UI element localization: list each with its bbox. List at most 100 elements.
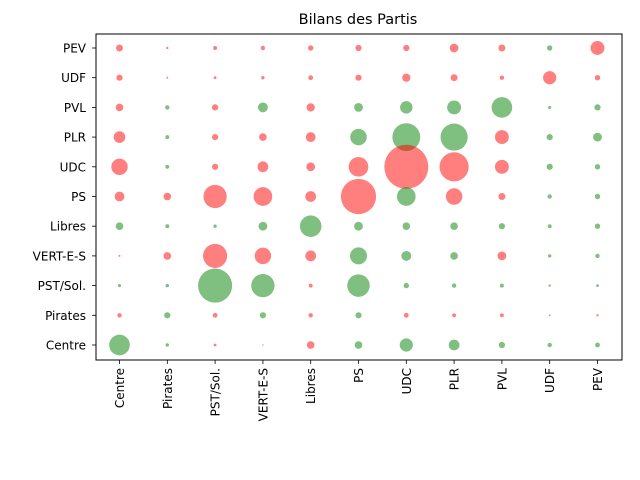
bubble-udf-pirates (166, 76, 169, 79)
bubble-ps-udc (396, 187, 416, 206)
bubble-pvl-ps (354, 103, 363, 112)
bubble-pev-plr (449, 43, 459, 53)
bubble-libres-pev (594, 223, 601, 229)
y-tick-label-plr: PLR (64, 131, 86, 145)
bubble-libres-pst-sol (213, 224, 217, 228)
bubble-ps-vert-e-s (253, 187, 273, 206)
bubble-plr-plr (440, 123, 468, 151)
bubble-pirates-centre (117, 313, 122, 318)
bubble-pev-pirates (166, 46, 169, 50)
x-tick-label-centre: Centre (113, 368, 127, 408)
bubble-vert-e-s-centre (118, 254, 121, 257)
bubble-pev-vert-e-s (260, 45, 266, 51)
bubble-ps-ps (340, 178, 377, 215)
bubble-udf-libres (308, 75, 314, 81)
bubble-centre-pvl (498, 341, 506, 349)
bubble-udf-centre (116, 74, 123, 81)
x-tick-label-pev: PEV (591, 367, 605, 391)
bubble-pev-pev (590, 41, 605, 55)
bubble-pirates-pev (596, 314, 599, 317)
bubble-pirates-pirates (164, 312, 171, 319)
y-tick-label-pirates: Pirates (45, 309, 86, 323)
y-tick-label-udc: UDC (60, 160, 86, 174)
bubble-vert-e-s-udc (401, 250, 412, 261)
y-tick-label-udf: UDF (61, 71, 86, 85)
y-tick-label-pev: PEV (63, 42, 87, 56)
bubble-udc-pirates (165, 164, 170, 169)
bubble-udf-pev (594, 75, 601, 81)
bubble-pev-ps (355, 44, 362, 52)
bubble-udf-pvl (499, 75, 505, 80)
chart-title: Bilans des Partis (299, 12, 418, 28)
x-tick-label-libres: Libres (304, 368, 318, 404)
bubble-udf-vert-e-s (261, 76, 265, 80)
y-tick-label-centre: Centre (46, 339, 86, 353)
bubble-centre-vert-e-s (262, 344, 264, 346)
bubble-udf-ps (355, 74, 362, 81)
bubble-plr-udc (392, 123, 421, 152)
bubble-plr-pev (593, 132, 602, 142)
bubble-plr-pvl (494, 130, 509, 145)
bubble-udf-udf (543, 71, 557, 85)
bubble-pst-sol-pev (596, 284, 599, 287)
bubble-ps-pirates (163, 192, 172, 201)
bubble-pirates-vert-e-s (259, 312, 267, 319)
bubble-pvl-vert-e-s (257, 102, 268, 113)
bubble-vert-e-s-libres (305, 250, 317, 262)
bubble-libres-udc (402, 222, 411, 231)
bubble-libres-pvl (498, 223, 506, 230)
bubble-vert-e-s-pirates (163, 252, 172, 260)
bubble-centre-udc (399, 338, 413, 352)
bubble-libres-centre (115, 222, 124, 231)
x-tick-label-udc: UDC (400, 368, 414, 394)
bubble-pst-sol-pvl (499, 283, 504, 288)
bubble-pst-sol-plr (451, 283, 457, 288)
bubble-udc-libres (306, 162, 316, 172)
bubble-ps-pvl (498, 193, 506, 200)
bubble-udc-pev (594, 164, 601, 170)
bubble-vert-e-s-ps (349, 247, 368, 265)
bubble-centre-pev (595, 342, 600, 348)
bubble-udc-udc (384, 144, 429, 189)
bubble-pvl-pst-sol (211, 104, 219, 111)
bubble-centre-udf (547, 342, 552, 348)
bubble-pvl-pvl (491, 97, 513, 118)
y-axis: Centre Pirates PST/Sol. VERT-E-S Libres PS UDC… (33, 42, 96, 353)
bubble-plr-pirates (165, 135, 170, 140)
bubble-pirates-udc (403, 312, 409, 318)
bubble-pst-sol-centre (117, 284, 122, 288)
x-tick-label-ps: PS (352, 368, 366, 383)
bubble-pst-sol-vert-e-s (251, 273, 275, 298)
bubble-pirates-ps (355, 312, 362, 319)
y-tick-label-libres: Libres (50, 220, 86, 234)
x-tick-label-plr: PLR (448, 368, 462, 390)
bubble-udc-centre (111, 158, 128, 176)
bubble-pvl-pev (594, 104, 601, 111)
bubble-vert-e-s-plr (450, 252, 458, 260)
y-tick-label-pvl: PVL (64, 101, 86, 115)
bubble-plr-vert-e-s (259, 133, 267, 141)
x-tick-label-udf: UDF (543, 368, 557, 393)
bubble-pirates-libres (308, 313, 313, 318)
bubble-ps-pst-sol (203, 184, 227, 209)
bubble-udc-udf (546, 163, 553, 170)
x-axis: Centre Pirates PST/Sol. VERT-E-S Libres PS UDC… (113, 360, 605, 421)
bubble-libres-pirates (165, 224, 170, 229)
bubble-plr-pst-sol (211, 133, 219, 141)
bubble-plr-udf (546, 133, 553, 141)
bubble-pev-pst-sol (213, 46, 218, 50)
bubble-plr-libres (305, 132, 316, 143)
bubble-pst-sol-libres (308, 283, 313, 288)
bubble-pst-sol-udf (548, 284, 551, 287)
bubble-pev-centre (116, 44, 123, 52)
y-tick-label-pst-sol: PST/Sol. (38, 279, 86, 293)
bubble-plr-ps (350, 128, 367, 146)
bubble-ps-pev (594, 193, 601, 200)
bubbles-layer (109, 41, 605, 356)
bubble-centre-libres (306, 341, 315, 349)
bubble-udf-udc (402, 73, 411, 82)
bubble-pirates-pst-sol (212, 312, 218, 318)
bubble-centre-pirates (165, 343, 169, 347)
bubble-pvl-udc (400, 101, 413, 114)
bubble-pvl-plr (447, 100, 462, 115)
